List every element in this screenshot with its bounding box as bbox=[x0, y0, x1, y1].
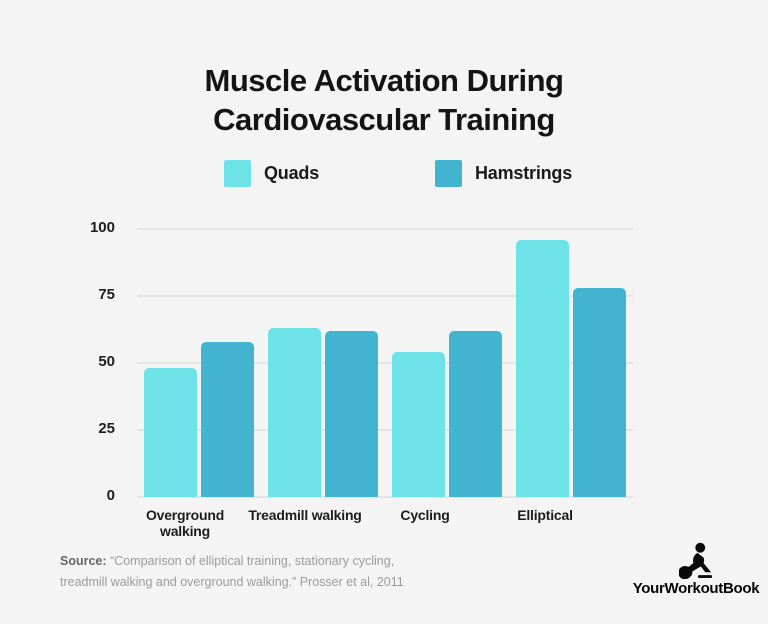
page-title-line2: Cardiovascular Training bbox=[213, 102, 555, 138]
source-citation: Source: “Comparison of elliptical traini… bbox=[60, 551, 405, 594]
y-tick-label-25: 25 bbox=[98, 420, 115, 437]
x-axis-label-treadmill-walking: Treadmill walking bbox=[248, 507, 362, 523]
source-label: Source: bbox=[60, 554, 107, 568]
legend-label-hamstrings: Hamstrings bbox=[475, 163, 573, 183]
bar-group-overground-walking bbox=[137, 229, 261, 497]
chart-legend: Quads Hamstrings bbox=[0, 160, 768, 192]
bar-hamstrings-elliptical bbox=[573, 287, 626, 497]
gridline-25 bbox=[137, 429, 633, 431]
gridline-50 bbox=[137, 362, 633, 364]
bar-groups bbox=[137, 229, 633, 497]
y-tick-label-0: 0 bbox=[106, 487, 115, 504]
bar-group-cycling bbox=[385, 229, 509, 497]
source-text: “Comparison of elliptical training, stat… bbox=[60, 554, 404, 590]
page-title-line1: Muscle Activation During bbox=[204, 62, 564, 98]
logo-text: YourWorkoutBook bbox=[632, 580, 760, 597]
bar-quads-cycling bbox=[392, 352, 445, 497]
bar-hamstrings-treadmill-walking bbox=[325, 330, 378, 497]
bar-quads-treadmill-walking bbox=[268, 328, 321, 497]
y-tick-label-50: 50 bbox=[98, 353, 115, 370]
legend-item-hamstrings: Hamstrings bbox=[435, 160, 572, 187]
x-axis-label-elliptical: Elliptical bbox=[517, 507, 573, 523]
bar-quads-elliptical bbox=[516, 239, 569, 497]
y-tick-label-75: 75 bbox=[98, 286, 115, 303]
gridline-100 bbox=[137, 228, 633, 230]
plot-area bbox=[137, 228, 633, 498]
gridline-75 bbox=[137, 295, 633, 297]
x-axis-label-overground-walking: Overground walking bbox=[145, 507, 225, 539]
bar-quads-overground-walking bbox=[144, 368, 197, 497]
x-axis-label-cycling: Cycling bbox=[400, 507, 450, 523]
quads-color-swatch bbox=[224, 160, 251, 187]
legend-item-quads: Quads bbox=[224, 160, 319, 187]
yourworkoutbook-logo: YourWorkoutBook bbox=[628, 541, 764, 597]
x-axis-labels: Overground walking Treadmill walking Cycli… bbox=[125, 507, 605, 539]
bar-group-elliptical bbox=[509, 229, 633, 497]
bar-hamstrings-overground-walking bbox=[201, 341, 254, 497]
legend-label-quads: Quads bbox=[264, 163, 320, 183]
gridline-0 bbox=[137, 496, 633, 498]
bar-group-treadmill-walking bbox=[261, 229, 385, 497]
bar-hamstrings-cycling bbox=[449, 330, 502, 497]
page-title: Muscle Activation During Cardiovascular T… bbox=[0, 61, 768, 140]
hamstrings-color-swatch bbox=[435, 160, 462, 187]
y-tick-label-100: 100 bbox=[89, 219, 115, 236]
exercise-figure-icon bbox=[679, 542, 713, 579]
